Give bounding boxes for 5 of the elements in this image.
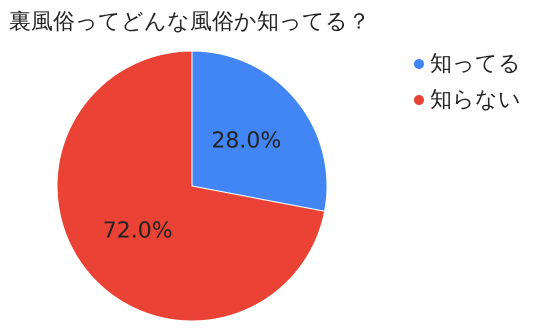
- data-label: 72.0%: [102, 218, 173, 244]
- data-label: 28.0%: [211, 128, 282, 154]
- chart-title: 裏風俗ってどんな風俗か知ってる？: [9, 10, 370, 34]
- legend-label: 知らない: [430, 88, 521, 112]
- legend-label: 知ってる: [430, 52, 521, 76]
